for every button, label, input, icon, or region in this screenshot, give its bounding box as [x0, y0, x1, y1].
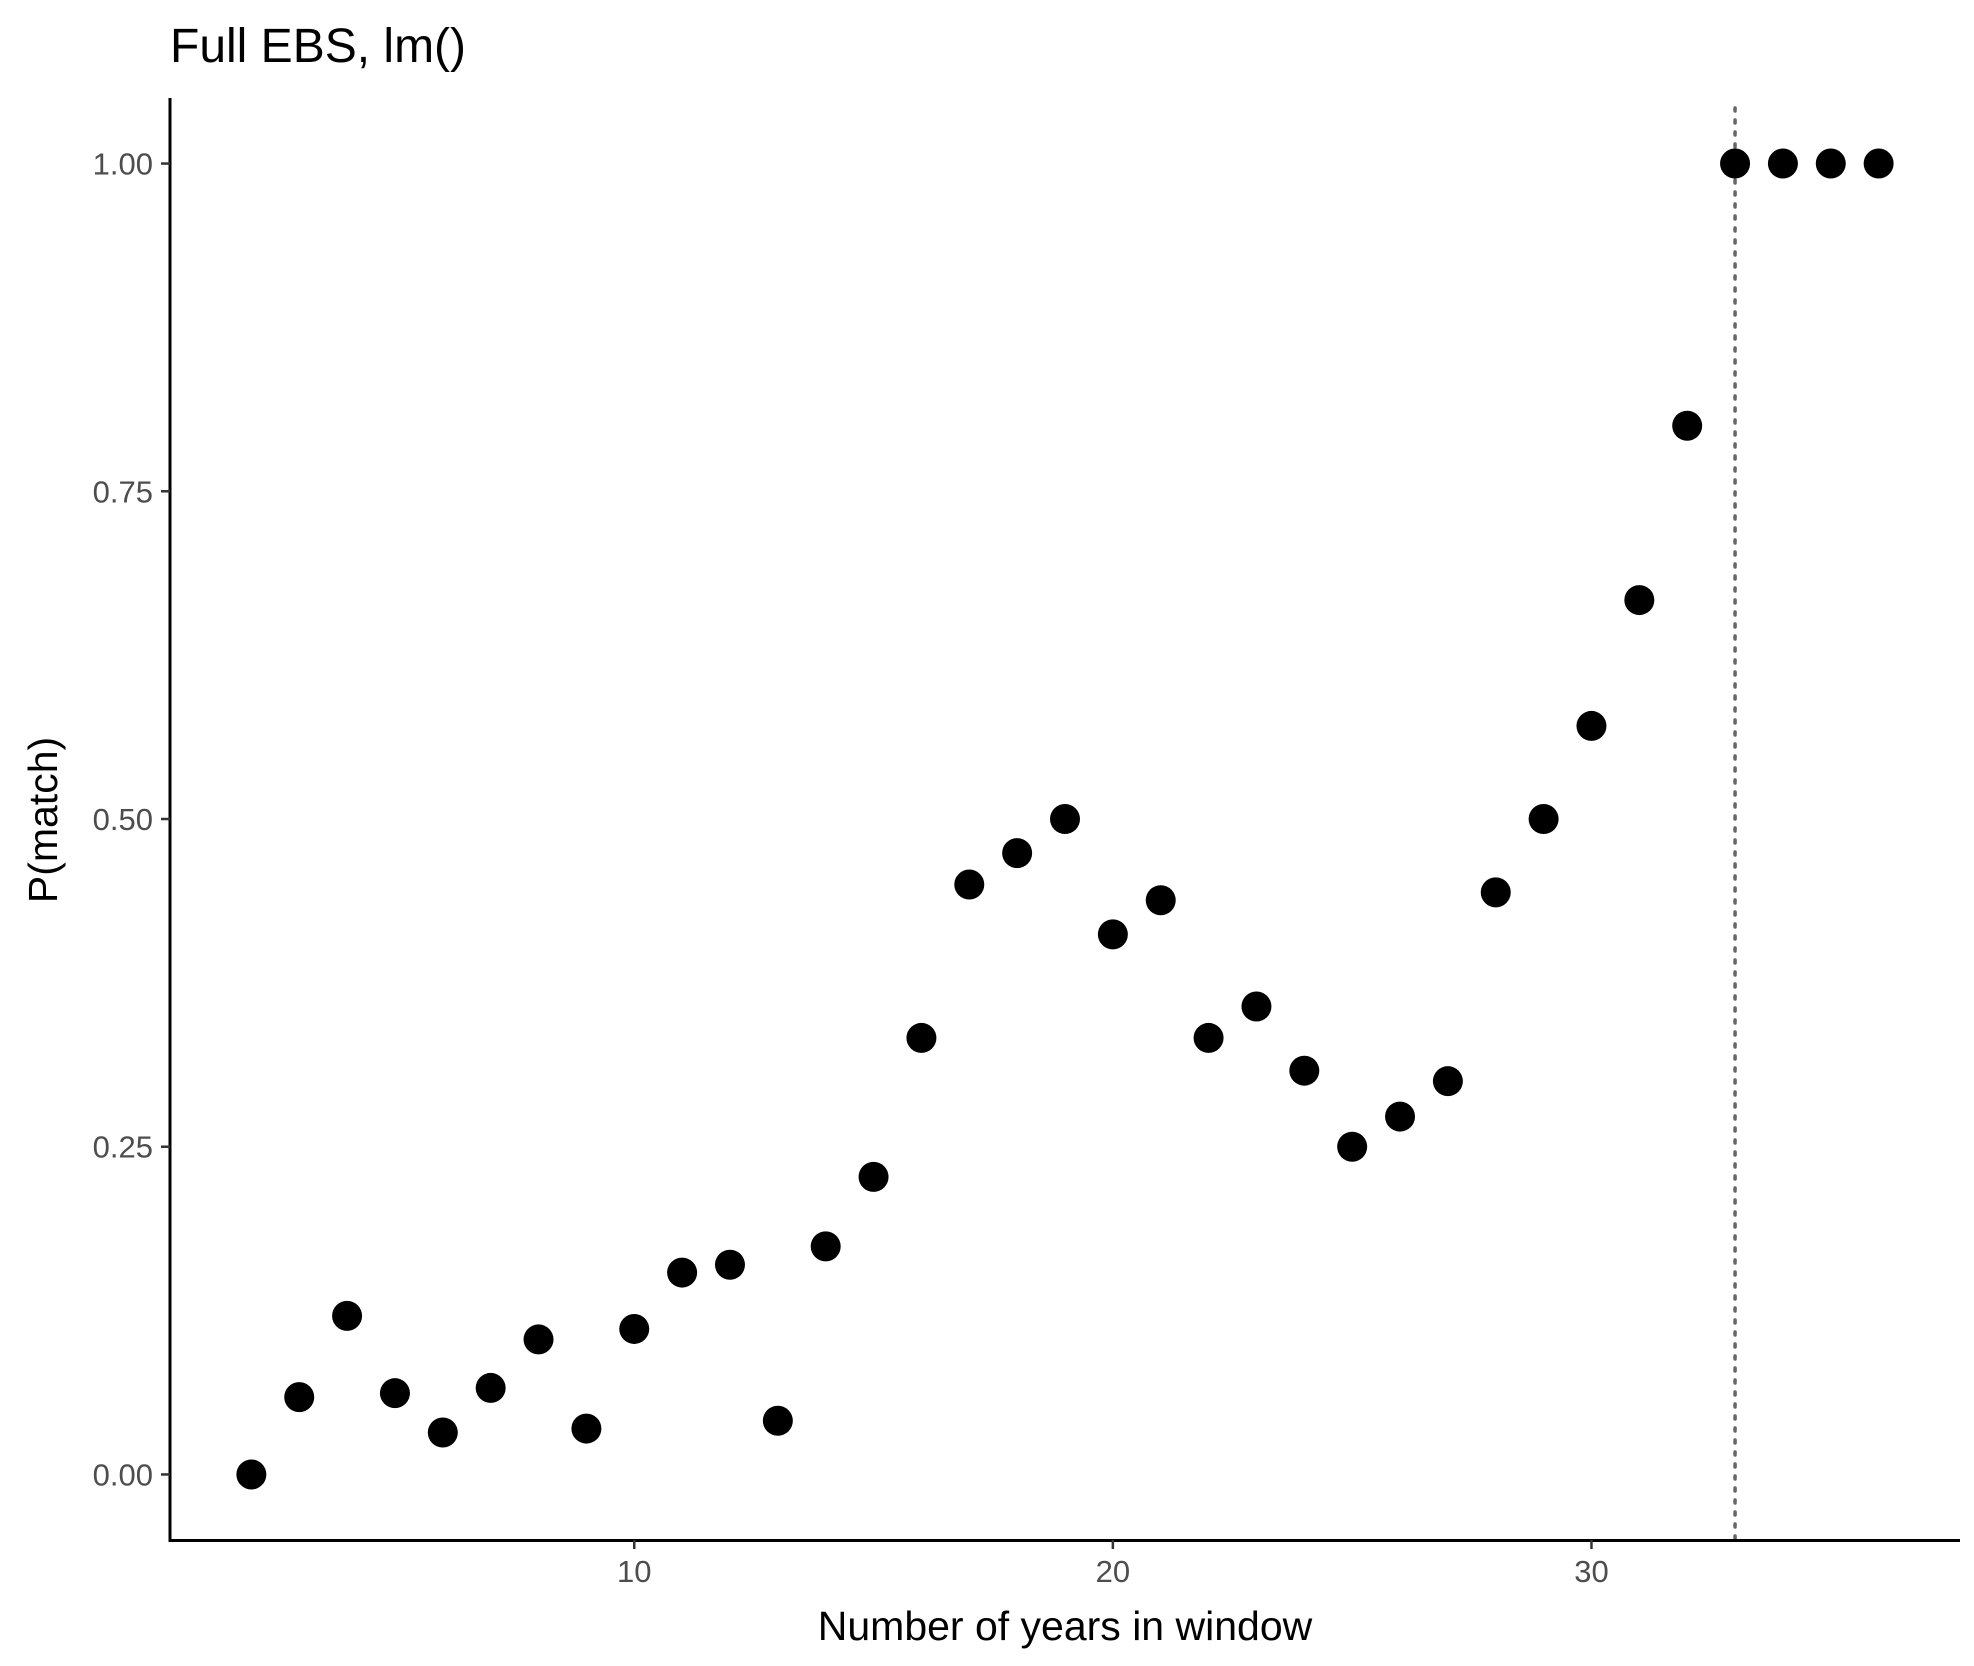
- data-point: [1097, 919, 1128, 950]
- y-tick-label: 0.50: [93, 802, 153, 837]
- data-point: [236, 1459, 267, 1490]
- data-point: [1385, 1101, 1416, 1132]
- data-point: [1863, 148, 1894, 179]
- y-axis-ticks: 0.00 0.25 0.50 0.75 1.00: [93, 147, 170, 1492]
- data-point: [1720, 148, 1751, 179]
- data-point: [1767, 148, 1798, 179]
- data-point: [475, 1372, 506, 1403]
- data-point: [1145, 885, 1176, 916]
- data-point: [1241, 991, 1272, 1022]
- data-point: [571, 1413, 602, 1444]
- chart-title: Full EBS, lm(): [170, 20, 466, 73]
- data-point: [1480, 877, 1511, 908]
- data-point: [1050, 804, 1080, 834]
- data-point: [906, 1022, 937, 1053]
- y-tick-label: 0.25: [93, 1130, 153, 1165]
- data-point: [332, 1300, 363, 1331]
- x-axis-title: Number of years in window: [818, 1603, 1313, 1649]
- x-axis-ticks: 10 20 30: [617, 1540, 1609, 1589]
- data-point: [1289, 1055, 1320, 1086]
- plot-area: [236, 106, 1894, 1542]
- data-point: [284, 1382, 315, 1413]
- data-point: [1193, 1022, 1224, 1053]
- x-tick-label: 10: [617, 1554, 651, 1589]
- y-tick-label: 0.75: [93, 474, 153, 509]
- data-point: [954, 869, 985, 900]
- data-point: [1672, 410, 1703, 441]
- data-point: [523, 1324, 554, 1355]
- data-point: [427, 1417, 458, 1448]
- data-point: [1002, 838, 1033, 869]
- x-tick-label: 20: [1096, 1554, 1130, 1589]
- data-point: [858, 1161, 889, 1192]
- data-point: [1528, 804, 1559, 834]
- data-point: [810, 1231, 841, 1262]
- y-tick-label: 1.00: [93, 147, 153, 182]
- data-point: [1624, 585, 1655, 616]
- data-point: [379, 1378, 410, 1409]
- data-point: [1576, 710, 1607, 741]
- data-points: [236, 148, 1894, 1490]
- data-point: [1815, 148, 1846, 179]
- y-tick-label: 0.00: [93, 1457, 153, 1492]
- data-point: [1432, 1066, 1463, 1097]
- data-point: [714, 1249, 745, 1280]
- data-point: [667, 1257, 698, 1288]
- x-tick-label: 30: [1574, 1554, 1608, 1589]
- data-point: [762, 1405, 793, 1436]
- data-point: [1337, 1131, 1368, 1162]
- y-axis-title: P(match): [20, 737, 66, 903]
- data-point: [619, 1313, 650, 1344]
